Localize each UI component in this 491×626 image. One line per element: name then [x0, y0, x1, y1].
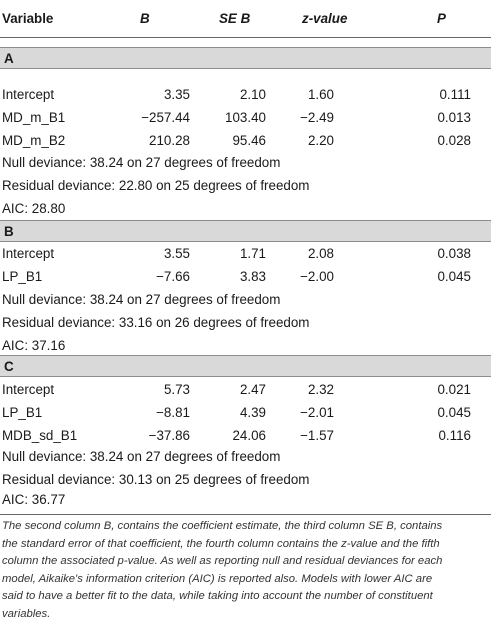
header-rule — [0, 37, 491, 38]
header-p: P — [437, 11, 446, 26]
cell-variable: LP_B1 — [2, 405, 43, 420]
cell-p: 0.028 — [437, 133, 471, 148]
table-row: MD_m_B1 −257.44 103.40 −2.49 0.013 — [0, 107, 491, 130]
cell-b: 3.55 — [163, 246, 190, 261]
cell-b: −257.44 — [141, 110, 190, 125]
section-label: C — [4, 359, 14, 374]
cell-se: 2.47 — [239, 382, 266, 397]
cell-b: 3.35 — [163, 87, 190, 102]
footnote-line: model, Aikaike's information criterion (… — [2, 572, 433, 585]
cell-variable: MD_m_B2 — [2, 133, 66, 148]
cell-b: 5.73 — [163, 382, 190, 397]
footnote-line: said to have a better fit to the data, w… — [2, 590, 433, 603]
table-row: LP_B1 −7.66 3.83 −2.00 0.045 — [0, 266, 491, 289]
section-label: A — [4, 51, 14, 66]
residual-deviance-b: Residual deviance: 33.16 on 26 degrees o… — [2, 315, 310, 330]
table-row: Intercept 3.55 1.71 2.08 0.038 — [0, 243, 491, 266]
aic-a: AIC: 28.80 — [2, 201, 66, 216]
cell-p: 0.013 — [437, 110, 471, 125]
cell-variable: Intercept — [2, 246, 55, 261]
table-row: Intercept 5.73 2.47 2.32 0.021 — [0, 379, 491, 402]
table-row: LP_B1 −8.81 4.39 −2.01 0.045 — [0, 402, 491, 425]
table-footnote: The second column B, contains the coeffi… — [2, 518, 486, 624]
header-z-value: z-value — [302, 11, 348, 26]
footnote-line: variables. — [2, 607, 51, 620]
cell-b: −8.81 — [156, 405, 190, 420]
cell-z: 2.32 — [307, 382, 334, 397]
cell-variable: Intercept — [2, 87, 55, 102]
table-row: MDB_sd_B1 −37.86 24.06 −1.57 0.116 — [0, 425, 491, 448]
cell-z: −2.00 — [300, 269, 334, 284]
residual-deviance-a: Residual deviance: 22.80 on 25 degrees o… — [2, 178, 310, 193]
section-label: B — [4, 224, 14, 239]
table-header: Variable B SE B z-value P — [0, 0, 491, 37]
cell-z: −2.01 — [300, 405, 334, 420]
cell-variable: LP_B1 — [2, 269, 43, 284]
cell-b: −37.86 — [148, 428, 190, 443]
aic-c: AIC: 36.77 — [2, 492, 66, 507]
cell-z: 2.20 — [307, 133, 334, 148]
cell-b: −7.66 — [156, 269, 190, 284]
cell-variable: MDB_sd_B1 — [2, 428, 78, 443]
null-deviance-c: Null deviance: 38.24 on 27 degrees of fr… — [2, 449, 281, 464]
cell-z: −2.49 — [300, 110, 334, 125]
table-bottom-rule — [0, 514, 491, 515]
null-deviance-a: Null deviance: 38.24 on 27 degrees of fr… — [2, 155, 281, 170]
table-row: Intercept 3.35 2.10 1.60 0.111 — [0, 84, 491, 107]
cell-p: 0.038 — [437, 246, 471, 261]
cell-se: 4.39 — [239, 405, 266, 420]
cell-z: 1.60 — [307, 87, 334, 102]
table-row: MD_m_B2 210.28 95.46 2.20 0.028 — [0, 130, 491, 153]
section-band-a: A — [0, 47, 491, 69]
cell-p: 0.045 — [437, 405, 471, 420]
cell-se: 1.71 — [239, 246, 266, 261]
cell-se: 2.10 — [239, 87, 266, 102]
cell-se: 103.40 — [225, 110, 266, 125]
cell-p: 0.021 — [437, 382, 471, 397]
cell-z: 2.08 — [307, 246, 334, 261]
footnote-line: column the associated p-value. As well a… — [2, 555, 443, 568]
cell-z: −1.57 — [300, 428, 334, 443]
footnote-line: The second column B, contains the coeffi… — [2, 520, 443, 532]
cell-se: 95.46 — [232, 133, 266, 148]
residual-deviance-c: Residual deviance: 30.13 on 25 degrees o… — [2, 472, 310, 487]
header-se-b: SE B — [219, 11, 251, 26]
section-band-c: C — [0, 355, 491, 377]
cell-se: 3.83 — [239, 269, 266, 284]
cell-b: 210.28 — [149, 133, 190, 148]
cell-se: 24.06 — [232, 428, 266, 443]
cell-p: 0.116 — [438, 428, 471, 443]
header-variable: Variable — [2, 11, 54, 26]
null-deviance-b: Null deviance: 38.24 on 27 degrees of fr… — [2, 292, 281, 307]
cell-variable: MD_m_B1 — [2, 110, 66, 125]
aic-b: AIC: 37.16 — [2, 338, 66, 353]
cell-p: 0.045 — [437, 269, 471, 284]
footnote-line: the standard error of that coefficient, … — [2, 537, 440, 550]
cell-p: 0.111 — [439, 87, 471, 102]
cell-variable: Intercept — [2, 382, 55, 397]
section-band-b: B — [0, 220, 491, 242]
header-b: B — [140, 11, 150, 26]
